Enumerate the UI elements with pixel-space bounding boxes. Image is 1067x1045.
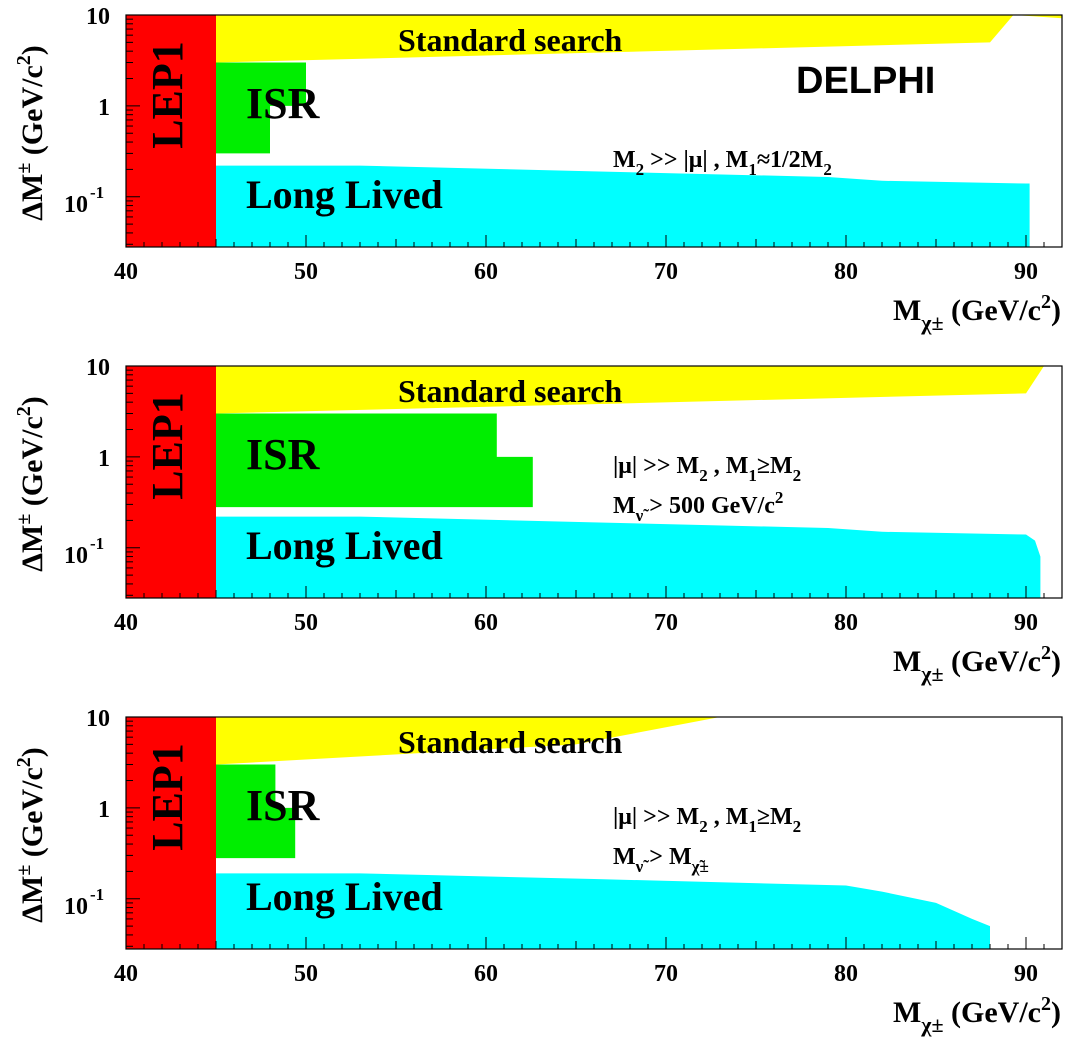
x-tick-label: 40	[114, 259, 138, 285]
y-axis-label: ΔM± (GeV/c2)	[13, 396, 49, 572]
label-lep1: LEP1	[143, 41, 192, 149]
x-tick-label: 50	[294, 259, 318, 285]
y-tick-label: 10	[86, 4, 110, 30]
x-tick-label: 80	[834, 259, 858, 285]
x-tick-label: 70	[654, 610, 678, 636]
x-axis-label: Mχ± (GeV/c2)	[893, 993, 1061, 1037]
x-axis-label: Mχ± (GeV/c2)	[893, 642, 1061, 686]
region-lep1	[126, 366, 216, 598]
label-standard-search: Standard search	[398, 724, 623, 760]
x-tick-label: 40	[114, 961, 138, 987]
x-tick-label: 50	[294, 610, 318, 636]
region-standard-search	[216, 15, 1062, 63]
label-standard-search: Standard search	[398, 373, 623, 409]
region-lep1	[126, 717, 216, 949]
y-axis-label: ΔM± (GeV/c2)	[13, 747, 49, 923]
y-tick-label: 10	[86, 706, 110, 732]
y-tick-label: 10	[86, 355, 110, 381]
label-isr: ISR	[246, 79, 321, 128]
y-tick-label: 1	[98, 797, 110, 823]
x-axis-label: Mχ± (GeV/c2)	[893, 291, 1061, 335]
region-standard-search	[216, 717, 720, 765]
region-isr	[216, 413, 533, 508]
y-tick-label-exponent: -1	[90, 534, 104, 553]
label-long-lived: Long Lived	[246, 874, 443, 919]
model-assumption-text: Mν̃ > 500 GeV/c2	[613, 488, 783, 525]
y-tick-label-exponent: -1	[90, 885, 104, 904]
label-long-lived: Long Lived	[246, 172, 443, 217]
y-tick-label: 10	[64, 894, 88, 920]
x-tick-label: 70	[654, 259, 678, 285]
x-tick-label: 80	[834, 961, 858, 987]
region-long-lived	[216, 873, 990, 949]
region-isr	[216, 62, 306, 154]
label-long-lived: Long Lived	[246, 523, 443, 568]
region-long-lived	[216, 516, 1041, 598]
label-standard-search: Standard search	[398, 22, 623, 58]
region-lep1	[126, 15, 216, 247]
label-isr: ISR	[246, 430, 321, 479]
x-tick-label: 90	[1014, 961, 1038, 987]
x-tick-label: 40	[114, 610, 138, 636]
x-tick-label: 90	[1014, 610, 1038, 636]
experiment-label: DELPHI	[796, 60, 935, 102]
y-tick-label: 10	[64, 192, 88, 218]
x-tick-label: 60	[474, 259, 498, 285]
x-tick-label: 70	[654, 961, 678, 987]
model-assumption-text: |μ| >> M2 , M1≥M2	[613, 804, 801, 836]
label-lep1: LEP1	[143, 743, 192, 851]
y-tick-label-exponent: -1	[90, 183, 104, 202]
x-tick-label: 60	[474, 610, 498, 636]
label-isr: ISR	[246, 781, 321, 830]
x-tick-label: 90	[1014, 259, 1038, 285]
y-tick-label: 1	[98, 95, 110, 121]
x-tick-label: 60	[474, 961, 498, 987]
y-tick-label: 10	[64, 543, 88, 569]
model-assumption-text: M2 >> |μ| , M1≈1/2M2	[613, 147, 832, 179]
region-standard-search	[216, 366, 1044, 414]
chart-panel-1: LEP1 Standard search ISR Long Lived 40 50 60 70…	[13, 4, 1063, 335]
y-axis-label: ΔM± (GeV/c2)	[13, 45, 49, 221]
chart-panel-3: LEP1 Standard search ISR Long Lived 40 50 60 70…	[13, 706, 1063, 1037]
y-tick-label: 1	[98, 446, 110, 472]
x-tick-label: 80	[834, 610, 858, 636]
model-assumption-text: Mν̃ > Mχ̃±	[613, 844, 709, 876]
label-lep1: LEP1	[143, 392, 192, 500]
chart-panel-2: LEP1 Standard search ISR Long Lived 40 50 60 70…	[13, 355, 1063, 686]
region-long-lived	[216, 165, 1030, 247]
model-assumption-text: |μ| >> M2 , M1≥M2	[613, 453, 801, 485]
x-tick-label: 50	[294, 961, 318, 987]
region-isr	[216, 764, 296, 859]
